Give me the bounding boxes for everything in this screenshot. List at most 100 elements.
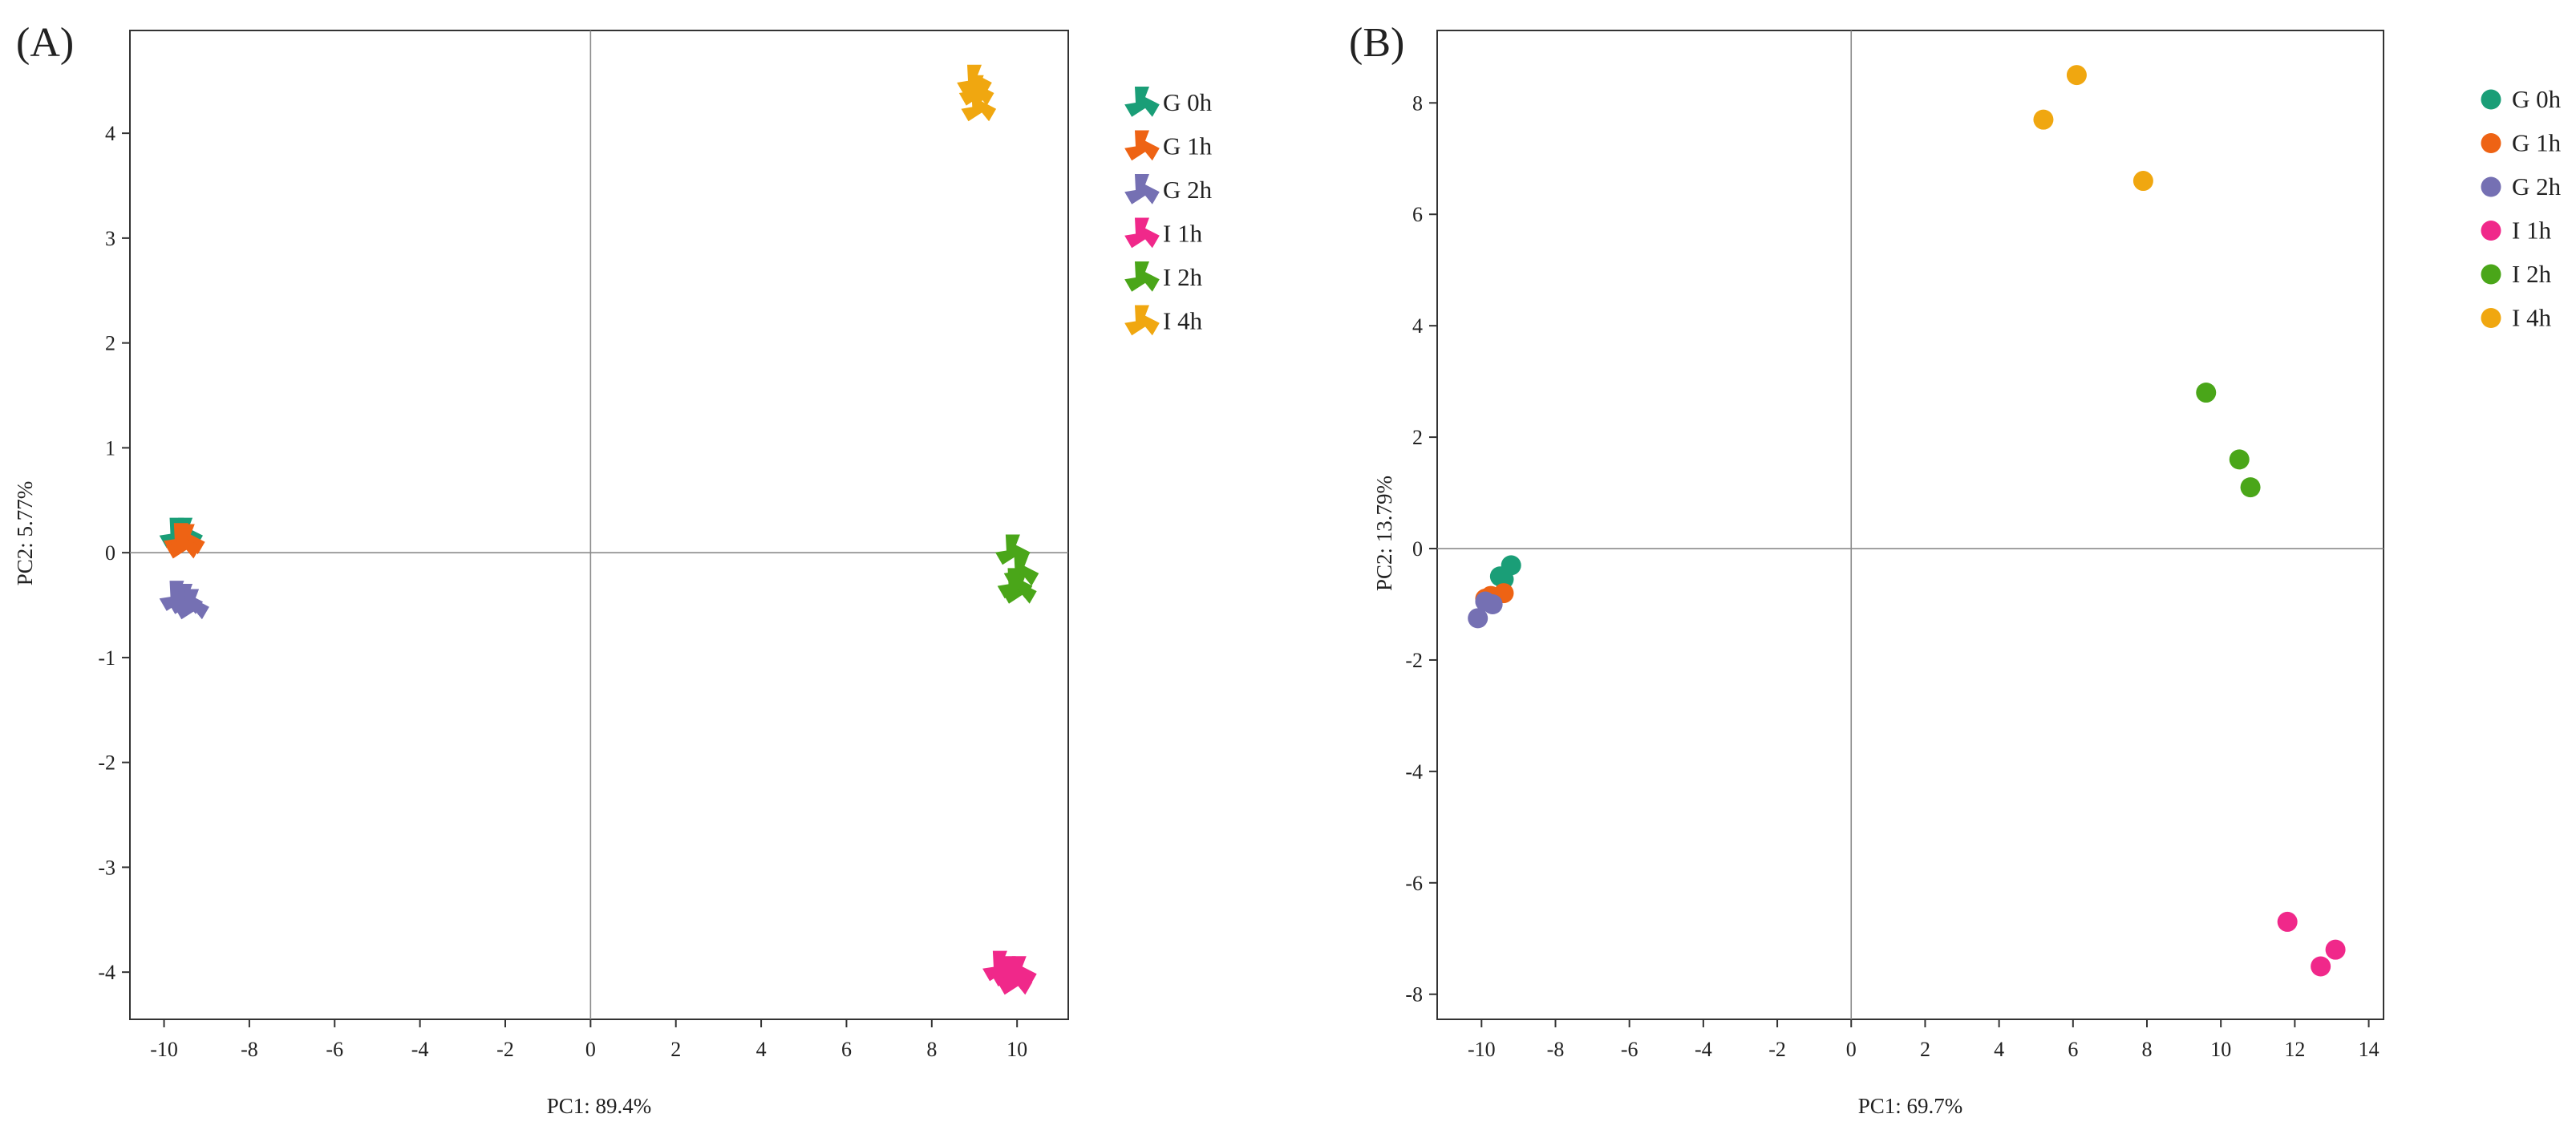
legend-label: I 2h (1163, 263, 1203, 291)
data-point (2229, 449, 2250, 470)
x-tick-label: -10 (1468, 1038, 1496, 1061)
series-i-1h (2277, 911, 2346, 977)
x-tick-label: 2 (670, 1038, 681, 1061)
x-tick-label: -6 (1621, 1038, 1638, 1061)
y-tick-label: 1 (105, 436, 115, 460)
legend-label: G 1h (1163, 132, 1213, 160)
x-tick-label: 8 (2142, 1038, 2153, 1061)
series-i-2h (2196, 383, 2261, 498)
series-g-2h (159, 581, 209, 620)
legend-label: I 4h (1163, 307, 1203, 335)
legend-marker (2481, 133, 2501, 153)
series-i-4h (2033, 65, 2153, 192)
y-tick-label: 3 (105, 227, 115, 250)
x-tick-label: 12 (2284, 1038, 2305, 1061)
x-tick-label: 14 (2359, 1038, 2380, 1061)
panel-b: (B) -10 -8 -6 -4 -2 0 2 4 6 8 10 12 14 -8 -6 -4 -2 0 2 4 6 8 PC… (1349, 20, 2562, 1118)
series-g-2h (1468, 591, 1503, 629)
data-point (958, 75, 994, 106)
legend: G 0h G 1h G 2h I 1h I 2h I 4h (2481, 85, 2562, 332)
legend-label: G 2h (2512, 172, 2562, 200)
x-tick-label: 0 (585, 1038, 596, 1061)
x-tick-label: 10 (2210, 1038, 2231, 1061)
data-point (2311, 956, 2331, 977)
legend-marker (2481, 264, 2501, 285)
y-tick-label: -6 (1405, 872, 1423, 895)
legend-label: I 4h (2512, 304, 2552, 332)
y-tick-label: 2 (1412, 426, 1423, 449)
x-tick-label: 2 (1920, 1038, 1930, 1061)
x-tick-label: 6 (841, 1038, 852, 1061)
y-tick-label: -2 (1405, 649, 1423, 672)
y-tick-label: 6 (1412, 203, 1423, 226)
x-axis-title: PC1: 69.7% (1858, 1094, 1963, 1118)
data-point (2033, 109, 2054, 130)
data-point (2132, 171, 2153, 192)
data-point (1468, 608, 1488, 629)
y-axis-title: PC2: 13.79% (1372, 476, 1396, 591)
legend-label: G 0h (1163, 88, 1213, 116)
legend: G 0h G 1h G 2h I 1h I 2h I 4h (1124, 87, 1213, 336)
data-point (2325, 939, 2346, 960)
x-tick-label: -6 (326, 1038, 343, 1061)
x-tick-label: -8 (241, 1038, 258, 1061)
data-point (2277, 911, 2298, 932)
y-tick-label: -4 (1405, 760, 1423, 784)
series-g-0h (1489, 555, 1521, 589)
x-tick-label: 10 (1007, 1038, 1027, 1061)
panel-label: (B) (1349, 20, 1404, 66)
y-tick-label: -3 (98, 856, 115, 879)
legend-label: I 2h (2512, 260, 2552, 288)
x-tick-label: 4 (1994, 1038, 2004, 1061)
legend-marker (1124, 305, 1160, 336)
series-i-1h (982, 950, 1037, 995)
data-point (1482, 593, 1503, 614)
data-point (997, 964, 1033, 995)
data-point (961, 91, 997, 122)
legend-label: I 1h (2512, 217, 2552, 245)
x-tick-label: -8 (1547, 1038, 1565, 1061)
data-point (2240, 477, 2261, 498)
data-point (165, 528, 201, 559)
plot-frame (129, 30, 1069, 1020)
panel-label: (A) (16, 20, 74, 66)
series-g-1h (164, 523, 205, 559)
legend-marker (1124, 217, 1160, 249)
legend-marker (1124, 87, 1160, 117)
legend-label: G 0h (2512, 85, 2562, 113)
legend-marker (1124, 261, 1160, 292)
legend-marker (1124, 130, 1160, 161)
legend-marker (2481, 176, 2501, 197)
series-i-2h (995, 534, 1039, 604)
x-tick-label: 6 (2068, 1038, 2078, 1061)
data-point (2196, 383, 2217, 403)
y-tick-label: 2 (105, 332, 115, 355)
x-tick-label: -10 (150, 1038, 178, 1061)
y-tick-label: 0 (1412, 537, 1423, 561)
x-tick-label: -4 (1695, 1038, 1712, 1061)
legend-marker (2481, 89, 2501, 110)
data-point (1493, 569, 1514, 589)
x-tick-label: -4 (411, 1038, 429, 1061)
series-i-4h (957, 64, 997, 122)
legend-marker (1124, 174, 1160, 205)
data-point (997, 568, 1033, 599)
x-tick-label: -2 (1768, 1038, 1786, 1061)
y-tick-label: -2 (98, 751, 115, 775)
plot-frame (1436, 30, 2384, 1020)
x-tick-label: -2 (496, 1038, 514, 1061)
x-tick-label: 0 (1846, 1038, 1857, 1061)
x-axis-title: PC1: 89.4% (547, 1094, 652, 1118)
data-point (174, 589, 209, 620)
y-tick-label: -8 (1405, 983, 1423, 1006)
legend-marker (2481, 221, 2501, 241)
x-tick-label: 8 (926, 1038, 937, 1061)
y-tick-label: 8 (1412, 91, 1423, 115)
y-tick-label: 4 (1412, 314, 1423, 338)
legend-label: I 1h (1163, 220, 1203, 248)
y-tick-label: 4 (105, 122, 115, 145)
legend-label: G 2h (1163, 176, 1213, 204)
